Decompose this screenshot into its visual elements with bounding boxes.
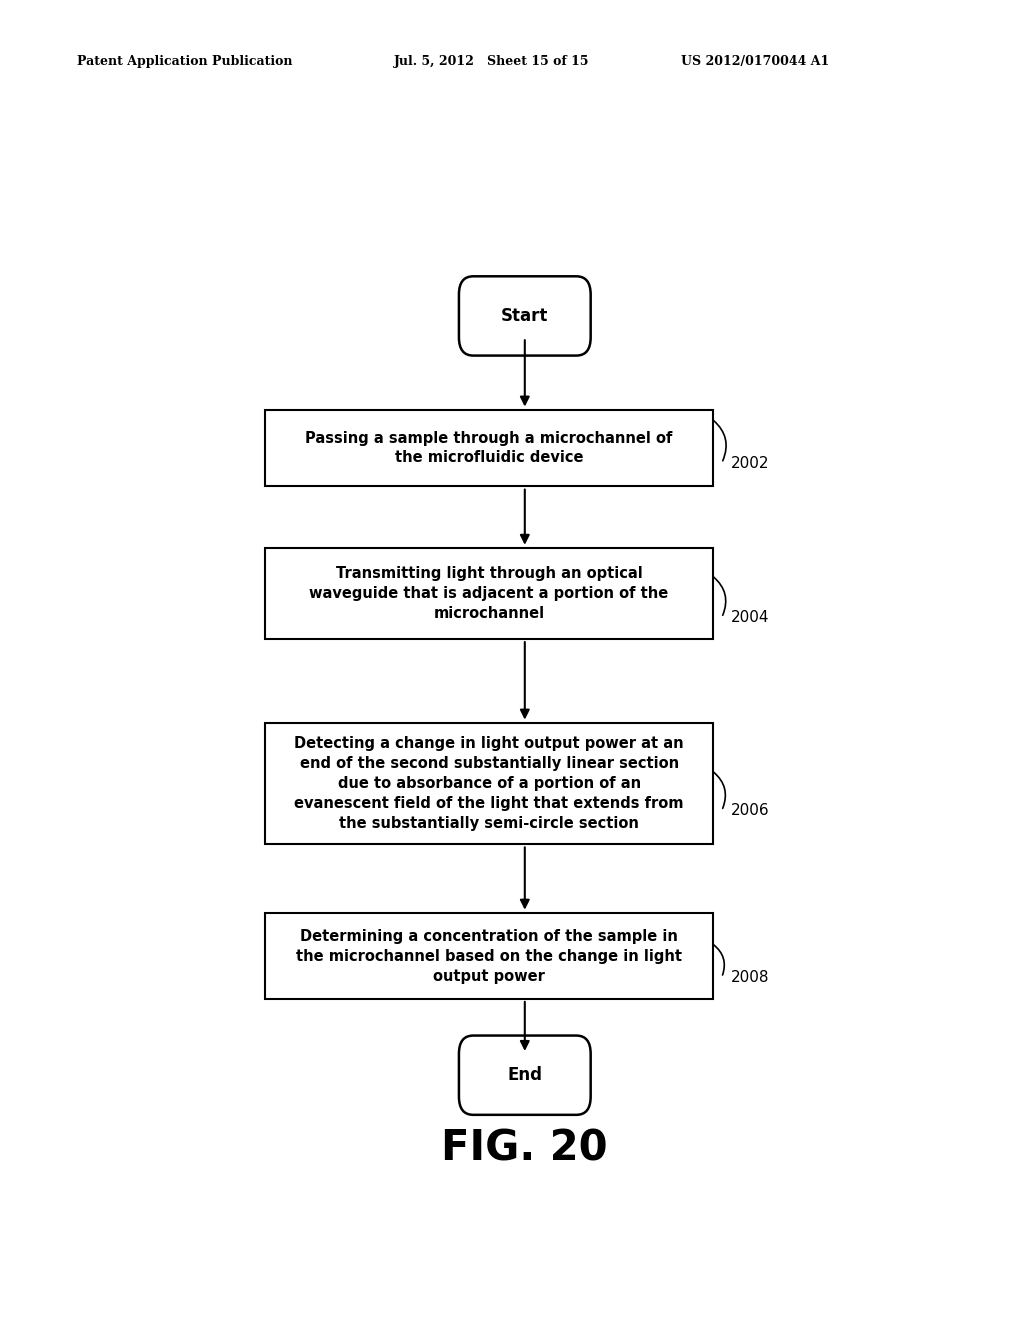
Text: Passing a sample through a microchannel of
the microfluidic device: Passing a sample through a microchannel … <box>305 430 673 466</box>
FancyBboxPatch shape <box>265 411 714 486</box>
Text: Determining a concentration of the sample in
the microchannel based on the chang: Determining a concentration of the sampl… <box>296 929 682 983</box>
Text: US 2012/0170044 A1: US 2012/0170044 A1 <box>681 55 829 69</box>
FancyBboxPatch shape <box>459 1036 591 1115</box>
Text: Jul. 5, 2012   Sheet 15 of 15: Jul. 5, 2012 Sheet 15 of 15 <box>394 55 590 69</box>
FancyBboxPatch shape <box>459 276 591 355</box>
Text: Patent Application Publication: Patent Application Publication <box>77 55 292 69</box>
FancyBboxPatch shape <box>265 913 714 999</box>
Text: Transmitting light through an optical
waveguide that is adjacent a portion of th: Transmitting light through an optical wa… <box>309 566 669 620</box>
Text: 2002: 2002 <box>731 455 770 471</box>
Text: FIG. 20: FIG. 20 <box>441 1127 608 1170</box>
Text: End: End <box>507 1067 543 1084</box>
Text: 2006: 2006 <box>731 804 770 818</box>
Text: Start: Start <box>501 308 549 325</box>
FancyBboxPatch shape <box>265 722 714 845</box>
Text: Detecting a change in light output power at an
end of the second substantially l: Detecting a change in light output power… <box>294 737 684 830</box>
FancyBboxPatch shape <box>265 548 714 639</box>
Text: 2008: 2008 <box>731 970 770 985</box>
Text: 2004: 2004 <box>731 610 770 626</box>
